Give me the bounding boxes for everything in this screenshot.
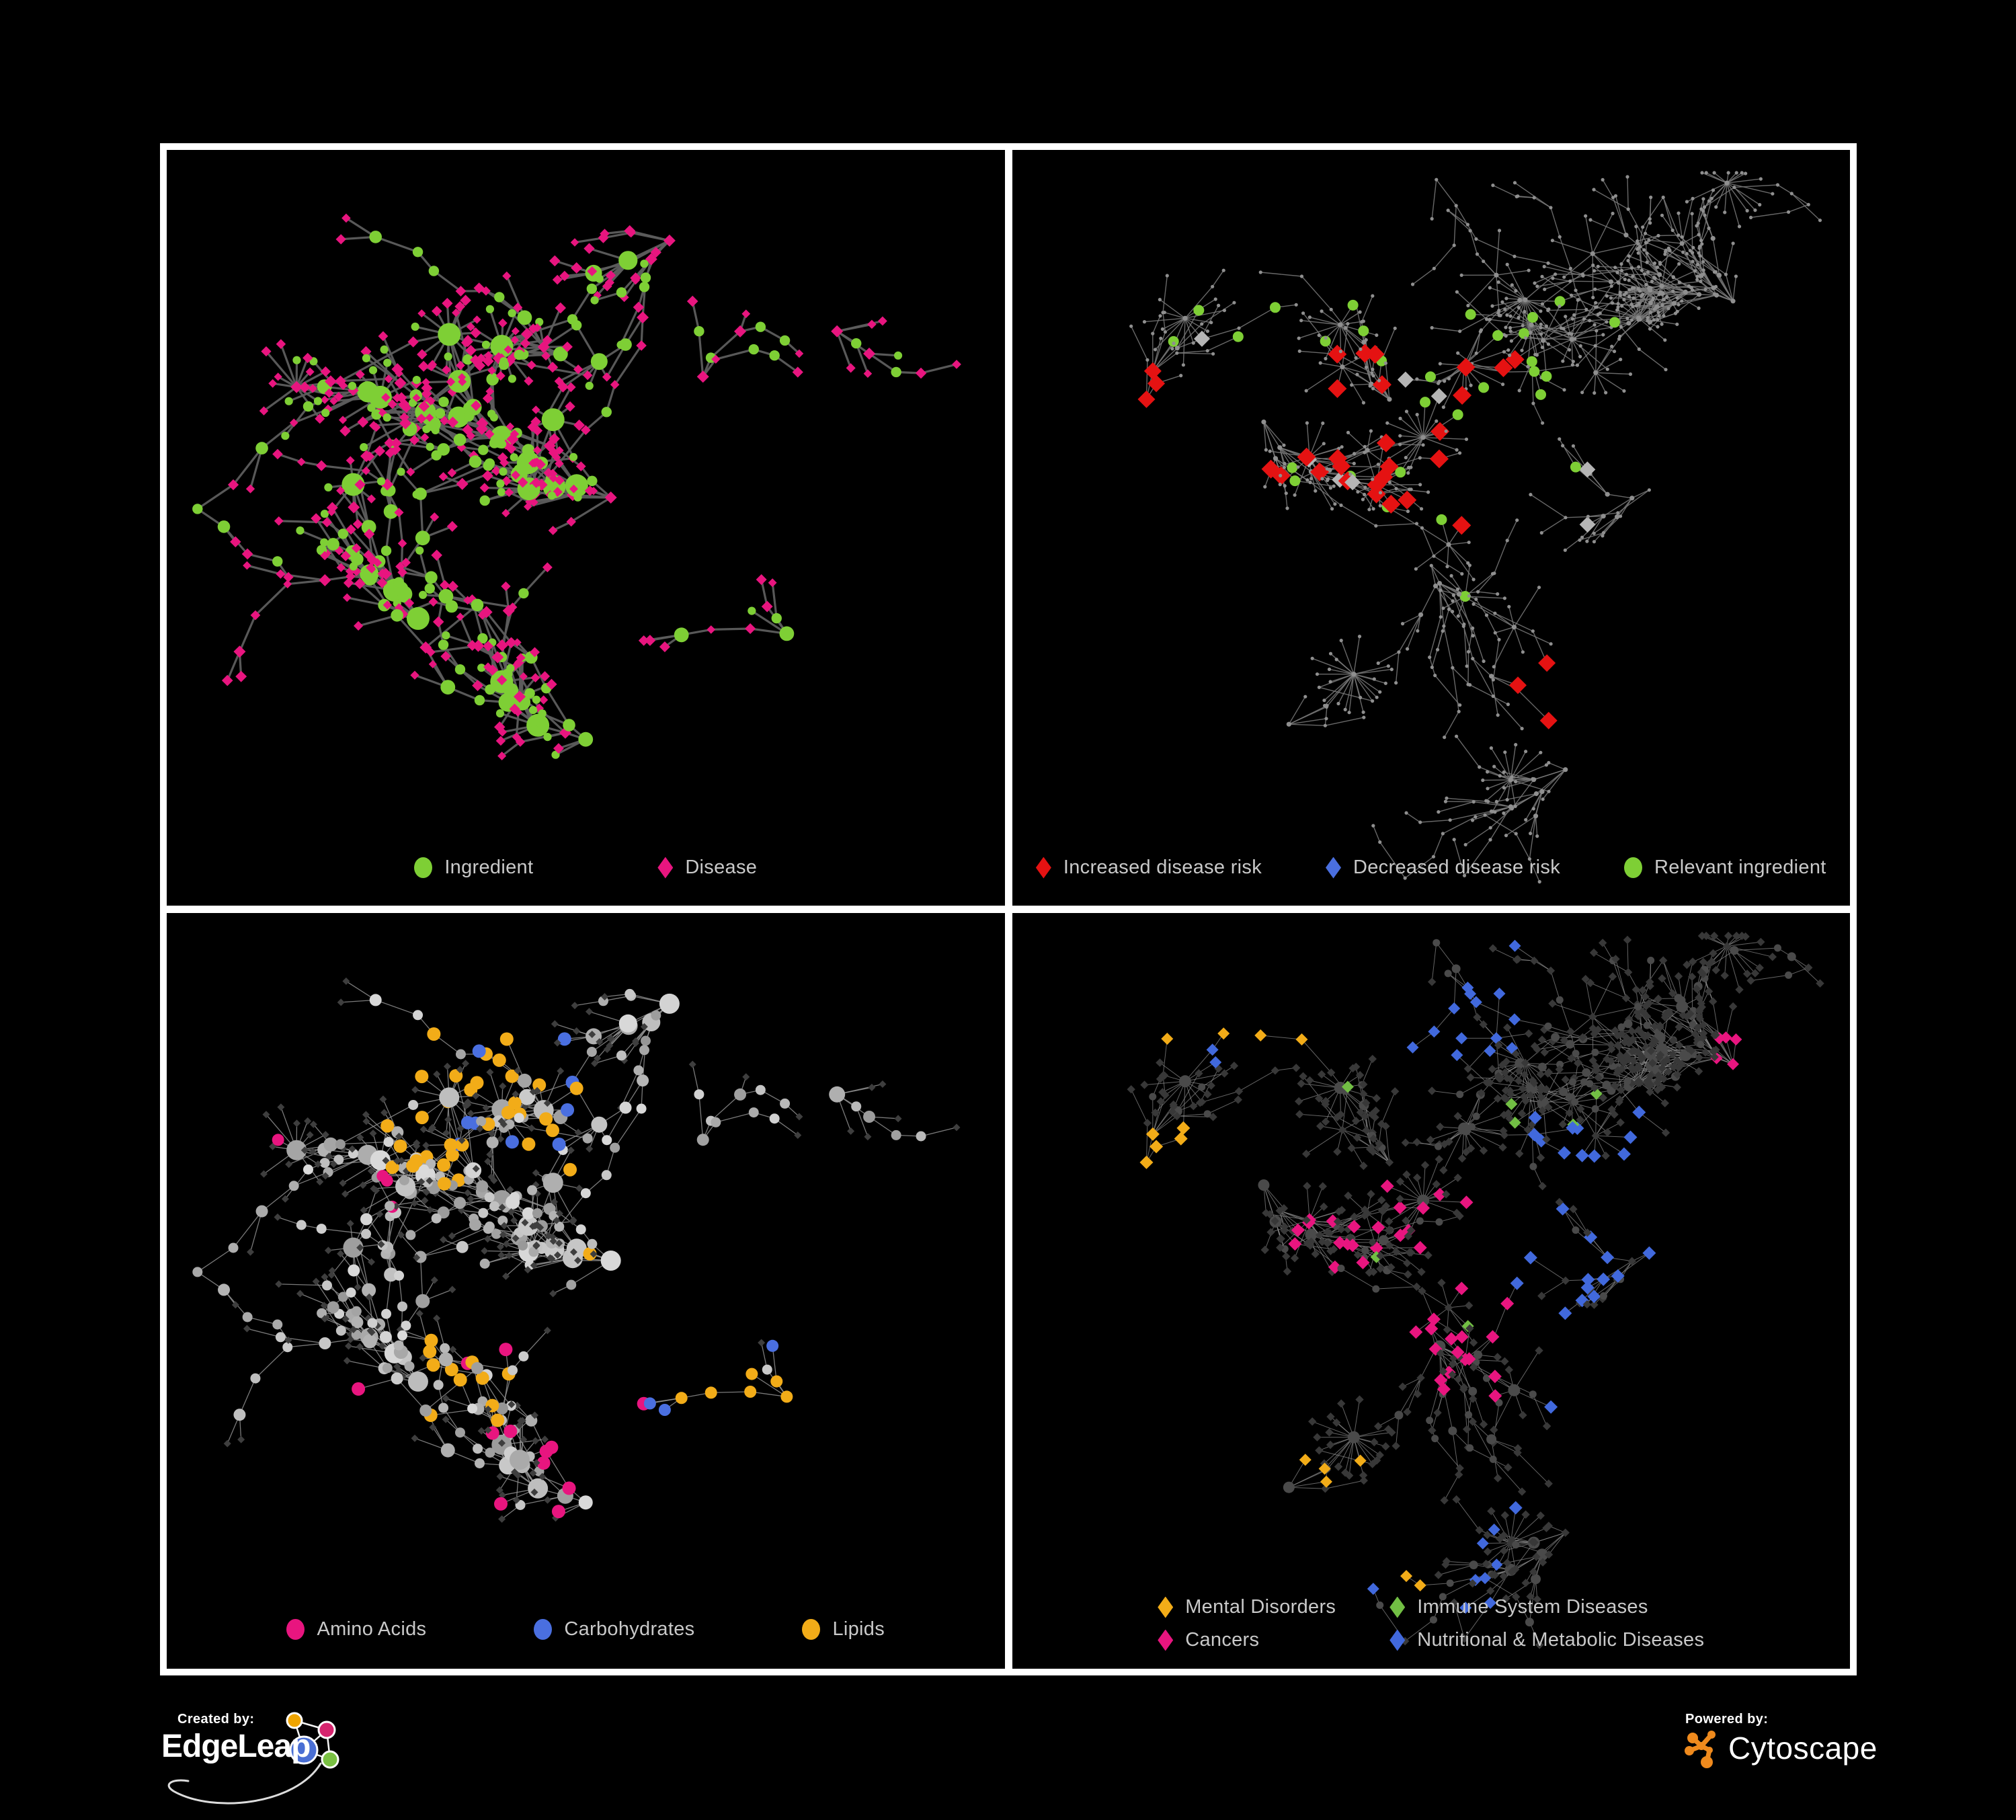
legend-item: Immune System Diseases [1389, 1596, 1648, 1618]
legend-item: Lipids [802, 1618, 885, 1640]
panel-legend: Amino Acids Carbohydrates Lipids [167, 1618, 1005, 1640]
legend-row: Amino Acids Carbohydrates Lipids [286, 1618, 885, 1640]
panel-legend: Mental Disorders Immune System Diseases Ca… [1012, 1596, 1851, 1651]
legend-label: Carbohydrates [564, 1618, 695, 1640]
legend-diamond-icon [1326, 857, 1342, 879]
legend-label: Ingredient [444, 857, 534, 878]
legend-circle-icon [802, 1619, 821, 1640]
legend-label: Cancers [1185, 1629, 1260, 1651]
edgeleap-credit: Created by: EdgeLeap [161, 1712, 592, 1819]
legend-circle-icon [1624, 857, 1643, 878]
panel-disease-risk-network: Increased disease risk Decreased disease … [1012, 150, 1851, 906]
legend-circle-icon [286, 1619, 305, 1640]
legend-row: Increased disease risk Decreased disease … [1035, 857, 1826, 879]
legend-diamond-icon [1035, 857, 1051, 879]
legend-label: Immune System Diseases [1417, 1596, 1648, 1618]
legend-item: Disease [657, 857, 757, 879]
legend-diamond-icon [1158, 1596, 1174, 1618]
panel-disease-class-network: Mental Disorders Immune System Diseases Ca… [1012, 913, 1851, 1669]
edgeleap-node-orange [286, 1712, 303, 1729]
edgeleap-logo-icon [167, 1712, 339, 1805]
legend-item: Cancers [1158, 1629, 1259, 1651]
legend-item: Ingredient [414, 857, 533, 879]
legend-label: Amino Acids [317, 1618, 427, 1640]
panel-legend: Ingredient Disease [167, 857, 1005, 879]
created-by-label: Created by: [177, 1712, 255, 1727]
edgeleap-swoosh [167, 1762, 322, 1805]
legend-label: Disease [685, 857, 758, 878]
legend-circle-icon [534, 1619, 553, 1640]
legend-item: Amino Acids [286, 1618, 426, 1640]
legend-circle-icon [414, 857, 433, 878]
panel-legend: Increased disease risk Decreased disease … [1012, 857, 1851, 879]
legend-label: Nutritional & Metabolic Diseases [1417, 1629, 1705, 1651]
edgeleap-wordmark: EdgeLeap [161, 1729, 311, 1764]
legend-item: Decreased disease risk [1326, 857, 1560, 879]
edgeleap-node-green [321, 1750, 339, 1769]
cytoscape-credit: Powered by: Cytosc [1684, 1712, 2000, 1819]
network-canvas [192, 977, 961, 1523]
legend-label: Lipids [832, 1618, 885, 1640]
legend-diamond-icon [1389, 1629, 1406, 1651]
network-canvas [1129, 171, 1822, 884]
legend-item: Mental Disorders [1158, 1596, 1336, 1618]
edgeleap-node-blue [289, 1735, 319, 1765]
legend-diamond-icon [657, 857, 674, 879]
legend-diamond-icon [1389, 1596, 1406, 1618]
legend-diamond-icon [1158, 1629, 1174, 1651]
cytoscape-wordmark: Cytoscape [1728, 1731, 1878, 1766]
edgeleap-node-pink [317, 1720, 336, 1739]
legend-label: Decreased disease risk [1353, 857, 1561, 878]
panel-grid: Ingredient Disease Increased disease risk… [160, 143, 1857, 1675]
legend-item: Nutritional & Metabolic Diseases [1389, 1629, 1704, 1651]
network-canvas [192, 213, 961, 760]
legend-label: Increased disease risk [1063, 857, 1262, 878]
legend-label: Relevant ingredient [1654, 857, 1826, 878]
legend-row: Ingredient Disease [414, 857, 757, 879]
legend-item: Relevant ingredient [1624, 857, 1826, 879]
panel-ingredient-class-network: Amino Acids Carbohydrates Lipids [167, 913, 1005, 1669]
network-canvas [1126, 931, 1824, 1649]
legend-item: Increased disease risk [1035, 857, 1262, 879]
panel-ingredient-disease-network: Ingredient Disease [167, 150, 1005, 906]
powered-by-label: Powered by: [1685, 1712, 1769, 1727]
cytoscape-logo-icon [1685, 1731, 1716, 1768]
legend-label: Mental Disorders [1185, 1596, 1336, 1618]
legend-item: Carbohydrates [534, 1618, 694, 1640]
legend-rows: Mental Disorders Immune System Diseases Ca… [1158, 1596, 1704, 1651]
